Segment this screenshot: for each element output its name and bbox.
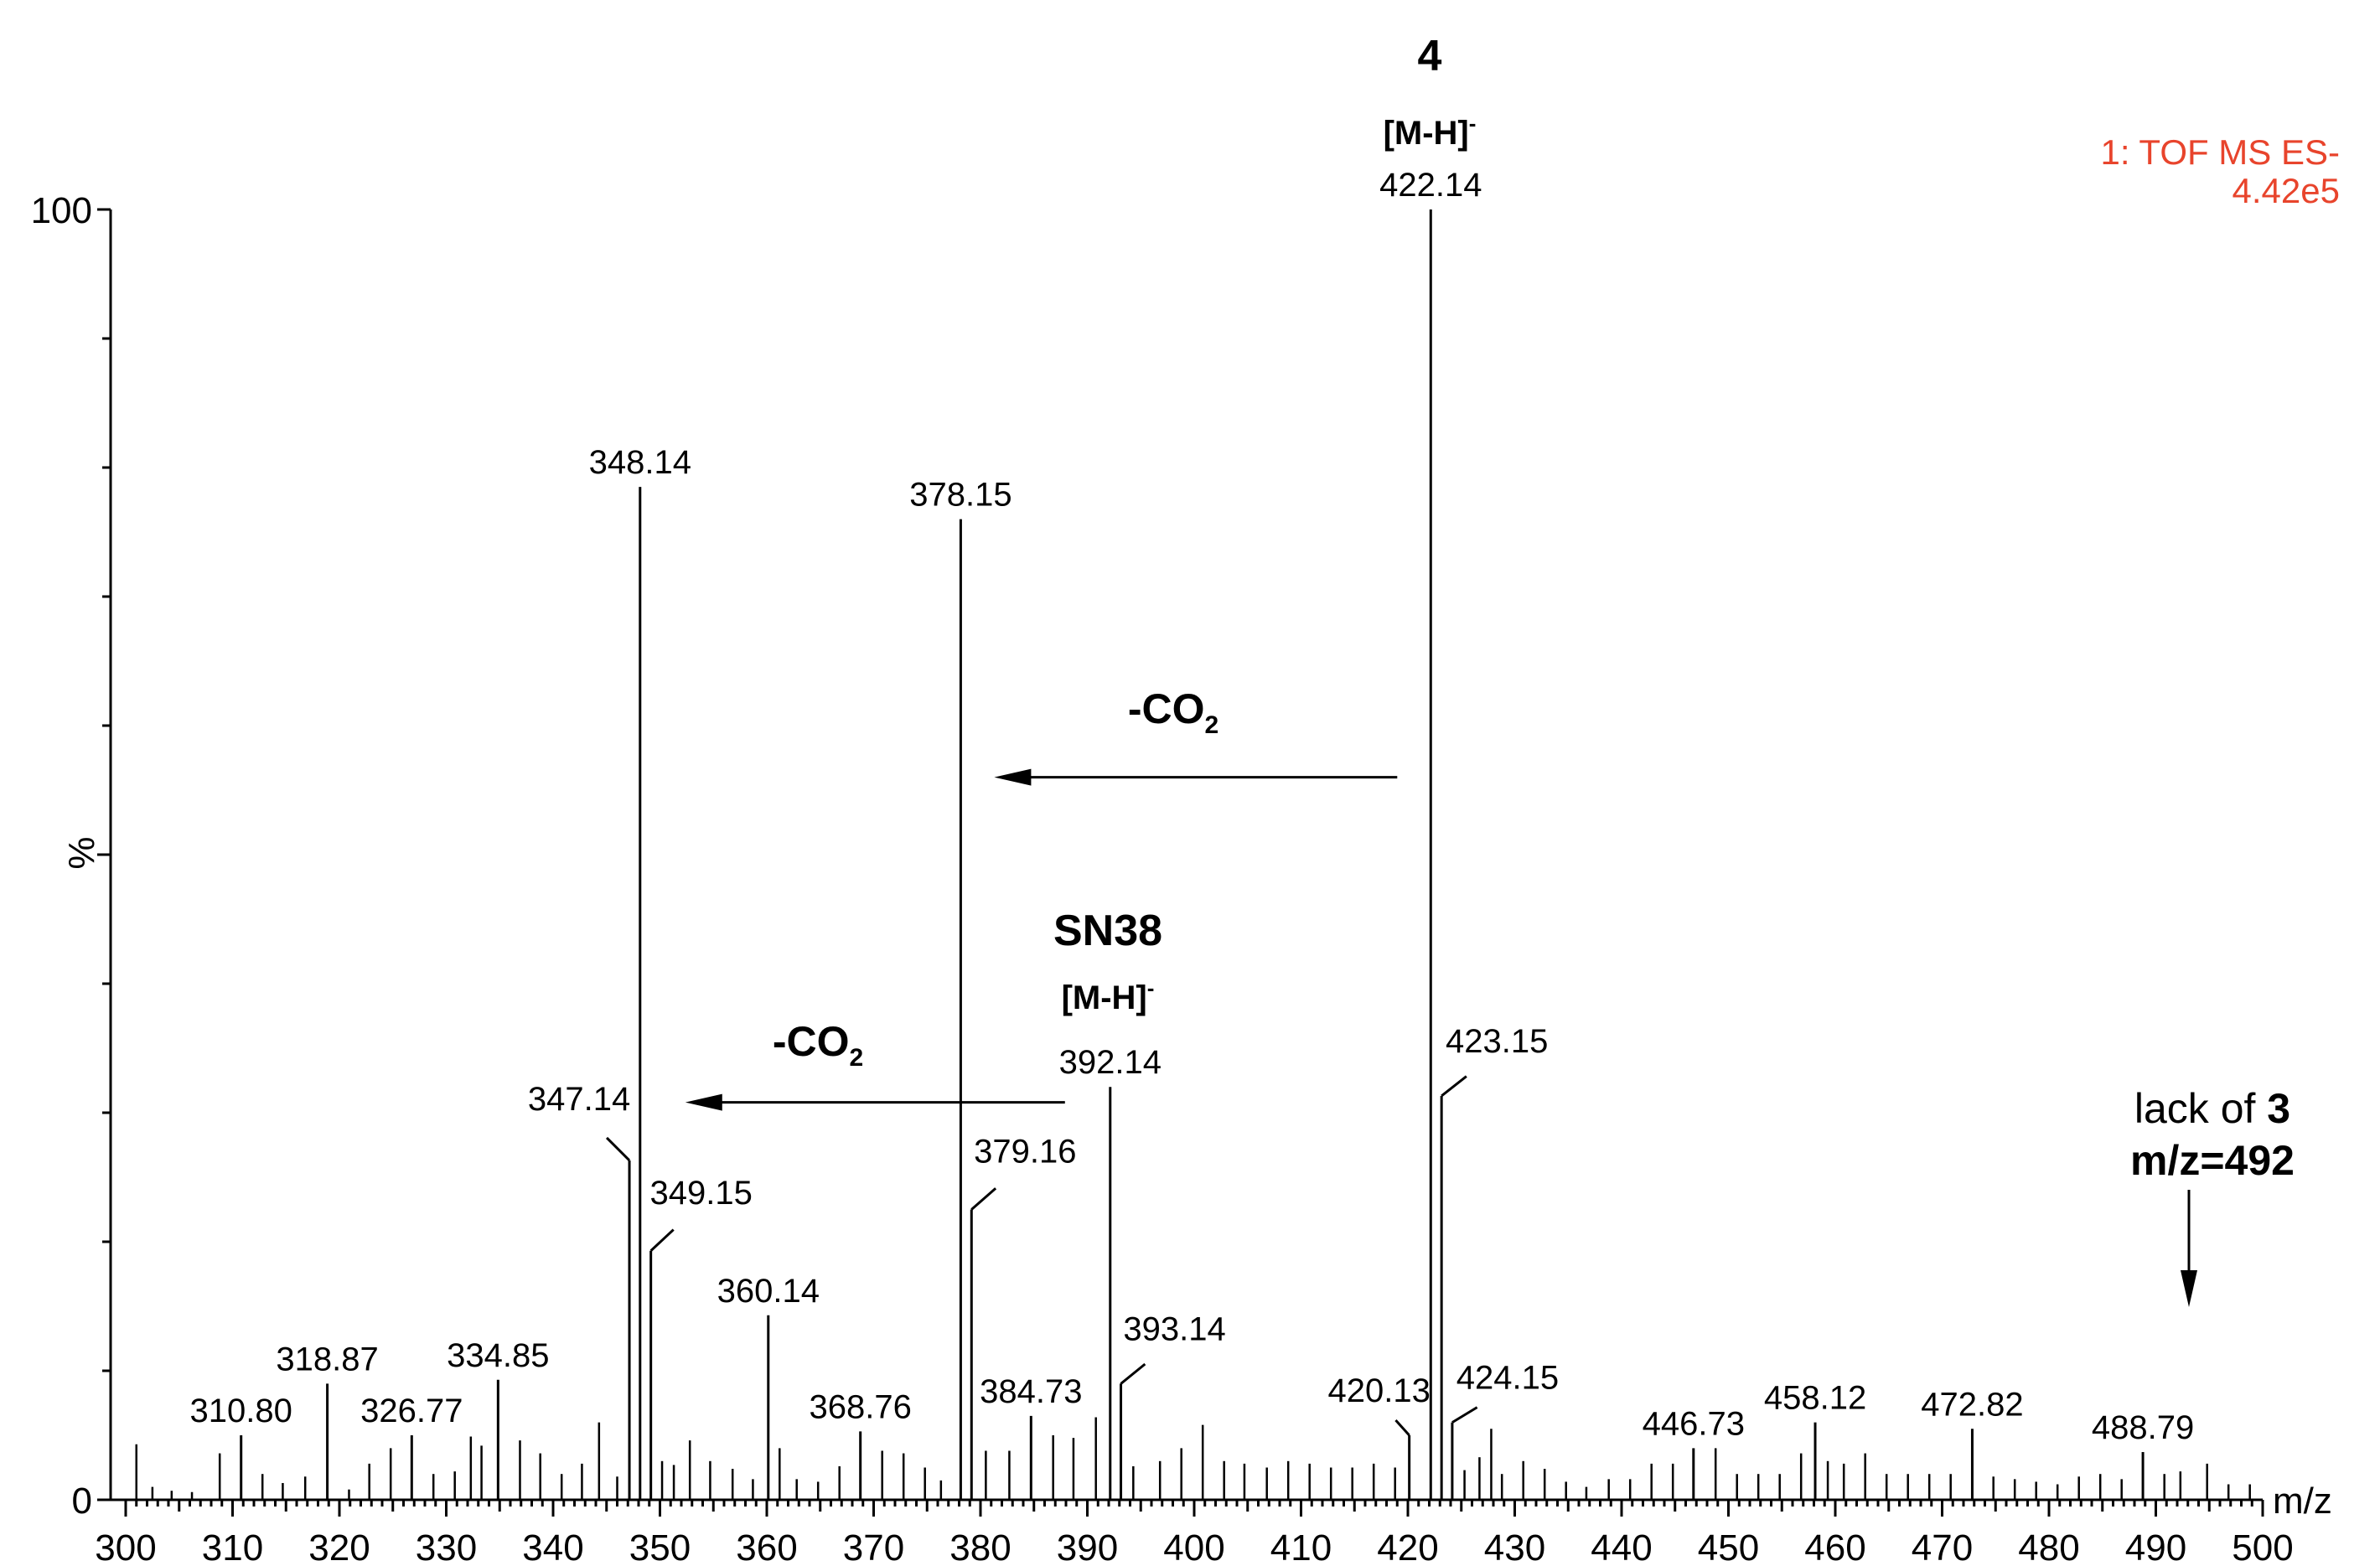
x-tick-label-440: 440: [1591, 1527, 1652, 1566]
x-tick-label-340: 340: [522, 1527, 583, 1566]
peak-label-423.15: 423.15: [1446, 1023, 1548, 1060]
peak-label-422.14: 422.14: [1379, 167, 1482, 204]
labeled-peaks: [240, 209, 2145, 1500]
peak-label-458.12: 458.12: [1764, 1380, 1866, 1417]
peak-label-360.14: 360.14: [717, 1273, 820, 1310]
peak-leader-424.15: [1451, 1406, 1478, 1424]
missing-compound-note-number: 3: [2267, 1085, 2290, 1132]
x-tick-label-400: 400: [1163, 1527, 1224, 1566]
x-tick-label-350: 350: [629, 1527, 691, 1566]
arrow-head-icon: [994, 768, 1032, 786]
x-tick-label-370: 370: [843, 1527, 904, 1566]
peak-label-334.85: 334.85: [447, 1337, 549, 1374]
compound-sn38-name: SN38: [1053, 907, 1162, 955]
missing-compound-note-prefix: lack of: [2134, 1085, 2267, 1132]
co2-loss-label-2: -CO2: [773, 1018, 863, 1072]
x-axis-ticks: 300 310 320 330 340 350 360 370 380 390 400 410 420 4…: [95, 1500, 2294, 1566]
peak-label-384.73: 384.73: [980, 1373, 1082, 1410]
co2-loss-label-1-sub: 2: [1204, 711, 1218, 739]
x-tick-label-430: 430: [1484, 1527, 1545, 1566]
x-tick-label-380: 380: [949, 1527, 1011, 1566]
compound-sn38-species: [M-H]-: [1062, 975, 1155, 1016]
co2-loss-label-1-main: -CO: [1128, 685, 1205, 732]
peak-labels: 310.80 318.87 326.77 334.85 347.14 348.14 349.…: [190, 167, 2195, 1446]
peak-label-310.80: 310.80: [190, 1393, 292, 1429]
peak-label-472.82: 472.82: [1921, 1386, 2023, 1423]
y-axis-ticks: [97, 208, 111, 1501]
x-tick-label-310: 310: [202, 1527, 263, 1566]
x-tick-label-470: 470: [1912, 1527, 1973, 1566]
minor-peaks: [135, 1417, 2251, 1500]
compound-4-species-charge: -: [1469, 111, 1477, 136]
instrument-info-line2: 4.42e5: [2233, 171, 2340, 210]
x-tick-label-450: 450: [1698, 1527, 1759, 1566]
compound-4-name: 4: [1418, 32, 1442, 80]
x-tick-label-330: 330: [416, 1527, 477, 1566]
y-tick-label-0: 0: [72, 1481, 92, 1522]
x-tick-label-490: 490: [2125, 1527, 2186, 1566]
x-tick-label-300: 300: [95, 1527, 156, 1566]
peak-label-348.14: 348.14: [589, 444, 691, 481]
missing-compound-note-line2: m/z=492: [2130, 1137, 2295, 1184]
peak-leader-347.14: [605, 1136, 631, 1162]
peak-label-368.76: 368.76: [810, 1388, 912, 1425]
x-axis-label: m/z: [2273, 1481, 2332, 1522]
arrow-head-icon: [685, 1093, 722, 1111]
arrow-down-icon: [2181, 1270, 2197, 1307]
x-tick-label-460: 460: [1804, 1527, 1865, 1566]
peak-label-446.73: 446.73: [1643, 1405, 1745, 1442]
instrument-info-line1: 1: TOF MS ES-: [2100, 132, 2340, 172]
co2-loss-arrow-2: [685, 1093, 1065, 1111]
peak-label-424.15: 424.15: [1456, 1360, 1559, 1397]
x-tick-label-500: 500: [2232, 1527, 2293, 1566]
peak-label-420.13: 420.13: [1327, 1372, 1430, 1409]
co2-loss-label-2-sub: 2: [849, 1044, 863, 1072]
peak-leader-420.13: [1394, 1419, 1410, 1437]
peak-label-347.14: 347.14: [528, 1081, 630, 1118]
peak-label-379.16: 379.16: [974, 1134, 1076, 1171]
peak-label-393.14: 393.14: [1123, 1310, 1225, 1347]
peak-label-378.15: 378.15: [909, 477, 1012, 514]
x-tick-label-410: 410: [1270, 1527, 1332, 1566]
peak-leader-379.16: [970, 1187, 997, 1211]
x-tick-label-480: 480: [2018, 1527, 2079, 1566]
peak-leader-393.14: [1120, 1362, 1146, 1385]
compound-sn38-species-main: [M-H]: [1062, 979, 1147, 1016]
peak-leader-423.15: [1441, 1075, 1467, 1098]
compound-4-species-main: [M-H]: [1384, 115, 1469, 152]
co2-loss-arrow-1: [994, 768, 1398, 786]
peak-label-318.87: 318.87: [276, 1341, 378, 1377]
compound-4-species: [M-H]-: [1384, 111, 1477, 152]
x-tick-label-320: 320: [308, 1527, 370, 1566]
missing-compound-arrow: [2181, 1190, 2197, 1307]
peak-label-392.14: 392.14: [1059, 1044, 1162, 1081]
peak-leader-349.15: [649, 1228, 675, 1252]
x-tick-label-420: 420: [1377, 1527, 1438, 1566]
co2-loss-label-2-main: -CO: [773, 1018, 850, 1065]
peak-label-326.77: 326.77: [360, 1393, 463, 1429]
peak-label-349.15: 349.15: [649, 1175, 752, 1212]
compound-sn38-species-charge: -: [1147, 975, 1155, 1000]
co2-loss-label-1: -CO2: [1128, 685, 1218, 739]
y-axis-label: %: [61, 836, 102, 869]
x-tick-label-360: 360: [736, 1527, 797, 1566]
missing-compound-note-line1: lack of 3: [2134, 1085, 2290, 1132]
y-tick-label-100: 100: [31, 190, 92, 231]
peak-label-488.79: 488.79: [2092, 1409, 2194, 1446]
x-tick-label-390: 390: [1057, 1527, 1118, 1566]
